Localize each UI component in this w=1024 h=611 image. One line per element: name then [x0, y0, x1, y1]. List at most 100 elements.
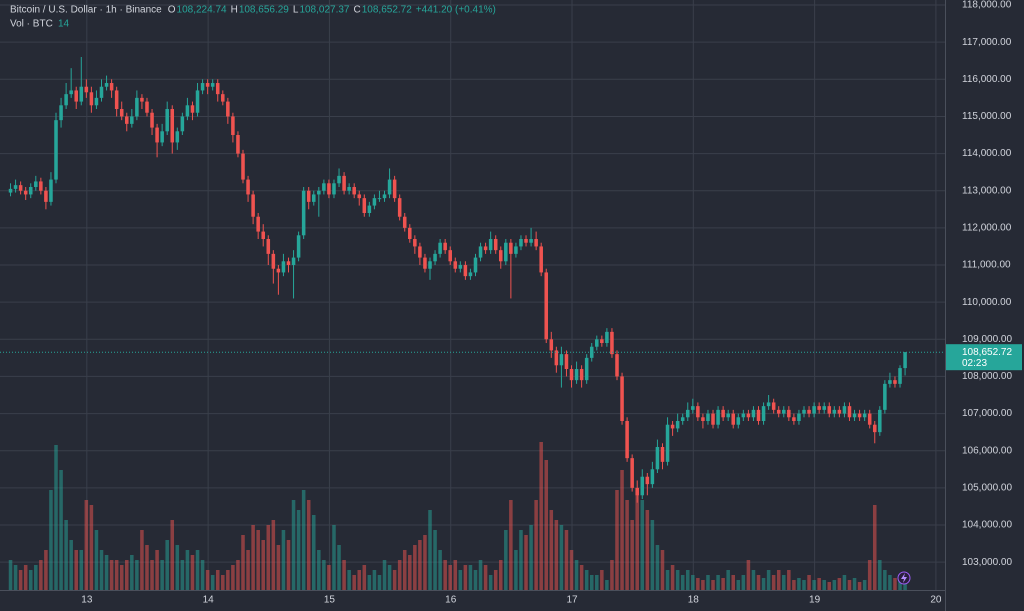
candle-body [387, 179, 392, 195]
ohlc-value: 108,027.37 [299, 5, 349, 16]
candle-body [89, 92, 94, 106]
volume-length: 14 [58, 19, 70, 30]
volume-bar [888, 575, 892, 590]
ohlc-key: O [168, 5, 176, 16]
volume-bar [342, 560, 346, 590]
volume-bar [893, 578, 897, 590]
volume-bar [635, 490, 639, 590]
candle-body [453, 261, 458, 269]
ohlc-key: H [231, 5, 238, 16]
candle-body [554, 350, 559, 366]
volume-bar [84, 500, 89, 590]
volume-bar [89, 505, 94, 590]
candle-body [756, 409, 761, 422]
candle-body [514, 246, 518, 254]
candle-body [317, 190, 321, 195]
volume-bar [544, 460, 549, 590]
volume-bar [195, 550, 200, 590]
candle-body [251, 194, 255, 217]
alert-icon[interactable] [897, 571, 911, 585]
volume-bar [691, 575, 695, 590]
candle-body [857, 413, 862, 418]
candle-body [802, 409, 806, 414]
volume-bar [807, 575, 811, 590]
volume-bar [574, 560, 579, 590]
candle-body [473, 257, 478, 273]
candle-body [210, 83, 215, 87]
volume-bar [332, 525, 336, 590]
volume-bar [706, 575, 710, 590]
volume-bar [766, 570, 771, 590]
volume-bar [180, 560, 185, 590]
volume-bar [782, 575, 786, 590]
ohlc-value: 108,656.29 [239, 5, 289, 16]
candle-body [832, 409, 837, 414]
candle-body [382, 194, 387, 199]
candle-body [519, 239, 523, 247]
candle-body [347, 187, 351, 191]
volume-bar [549, 510, 554, 590]
volume-bar [190, 555, 195, 590]
volume-bar [534, 500, 538, 590]
volume-bar [539, 442, 543, 590]
candle-body [463, 265, 468, 277]
volume-bar [584, 570, 589, 590]
volume-bar [160, 560, 164, 590]
volume-bar [54, 445, 58, 590]
candle-body [898, 368, 902, 384]
volume-bar [28, 570, 33, 590]
y-tick-label: 109,000.00 [962, 334, 1012, 345]
volume-bar [792, 580, 796, 590]
candle-body [549, 339, 554, 351]
candle-body [362, 198, 367, 214]
candle-body [94, 97, 99, 106]
volume-bar [655, 545, 660, 590]
volume-bar [185, 550, 190, 590]
candle-body [195, 90, 200, 113]
volume-bar [236, 560, 240, 590]
y-tick-label: 108,000.00 [962, 371, 1012, 382]
volume-bar [69, 540, 73, 590]
volume-bar [392, 570, 397, 590]
candle-body [726, 413, 730, 418]
candle-body [468, 272, 473, 277]
candle-body [291, 257, 296, 266]
volume-bar [696, 578, 700, 590]
candle-body [271, 253, 276, 269]
volume-bar [878, 560, 882, 590]
volume-bar [554, 520, 559, 590]
volume-bar [165, 540, 169, 590]
volume-bar [569, 550, 574, 590]
volume-bar [261, 540, 265, 590]
volume-bar [483, 565, 488, 590]
candle-body [665, 424, 670, 462]
volume-bar [615, 490, 619, 590]
candle-body [893, 380, 897, 384]
volume-bar [771, 575, 776, 590]
candle-body [433, 253, 437, 262]
candle-body [306, 190, 311, 202]
candle-body [640, 476, 645, 496]
candle-body [59, 105, 63, 121]
volume-bar [322, 560, 326, 590]
candle-body [170, 109, 175, 143]
candle-body [408, 227, 412, 240]
candle-body [716, 409, 720, 425]
volume-bar [650, 520, 655, 590]
y-tick-label: 110,000.00 [962, 297, 1012, 308]
volume-bar [473, 570, 478, 590]
volume-bar [99, 550, 104, 590]
candle-body [883, 383, 887, 410]
volume-bar [756, 575, 761, 590]
candle-body [281, 261, 286, 273]
candle-body [150, 112, 154, 128]
candle-body [443, 242, 447, 251]
candle-body [276, 268, 281, 273]
volume-bar [504, 530, 508, 590]
volume-bar [271, 520, 276, 590]
y-tick-label: 114,000.00 [962, 148, 1012, 159]
candle-body [736, 417, 741, 425]
volume-bar [352, 575, 356, 590]
